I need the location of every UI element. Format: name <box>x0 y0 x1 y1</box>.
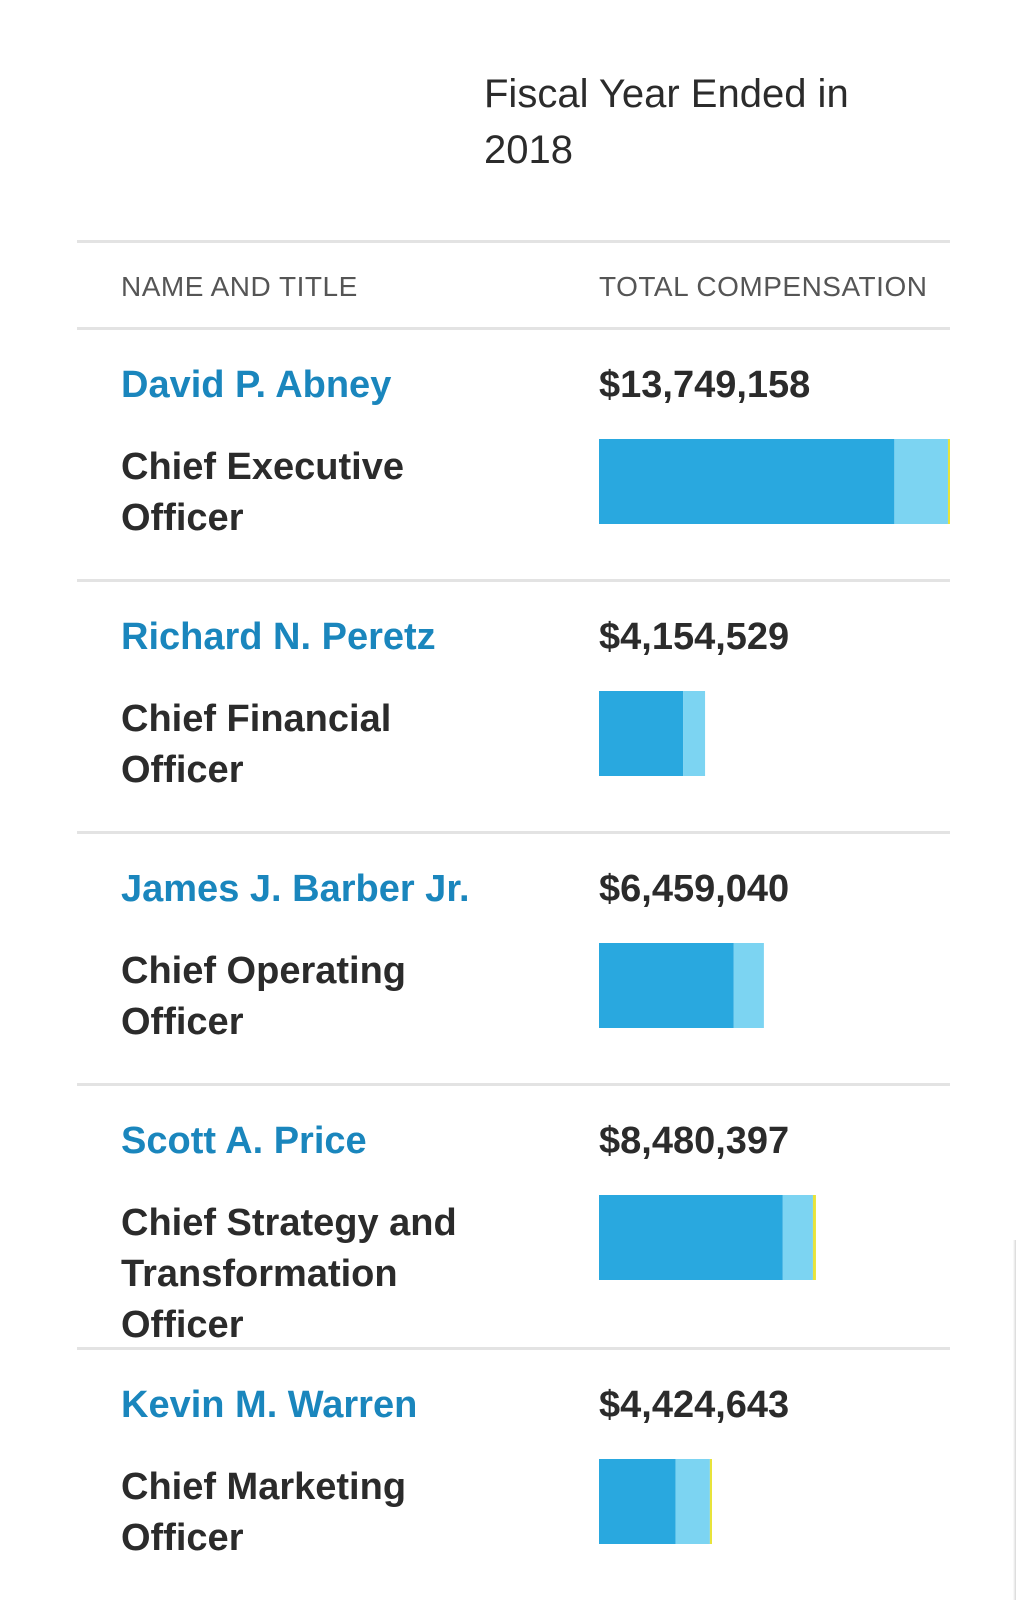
compensation-bar <box>599 1195 816 1280</box>
executive-name-link[interactable]: Richard N. Peretz <box>121 616 436 658</box>
bar-segment-secondary <box>683 691 706 776</box>
bar-segment-primary <box>599 1195 783 1280</box>
row-divider <box>77 1083 950 1086</box>
row-divider <box>77 579 950 582</box>
fiscal-year-header: Fiscal Year Ended in 2018 <box>484 72 849 172</box>
table-row: Richard N. Peretz Chief Financial Office… <box>77 582 950 831</box>
row-divider <box>77 831 950 834</box>
table-row: Scott A. Price Chief Strategy and Transf… <box>77 1086 950 1347</box>
table-row: Kevin M. Warren Chief Marketing Officer … <box>77 1350 950 1580</box>
scroll-edge-shadow <box>1013 1240 1016 1600</box>
total-compensation-value: $8,480,397 <box>599 1120 790 1162</box>
compensation-bar <box>599 439 950 524</box>
compensation-bar-svg <box>599 439 950 524</box>
bar-segment-tertiary <box>947 439 950 524</box>
total-compensation-value: $13,749,158 <box>599 364 811 406</box>
table-top-divider <box>77 240 950 243</box>
compensation-bar <box>599 1459 712 1544</box>
column-header-name-title[interactable]: NAME AND TITLE <box>121 271 358 302</box>
executive-title: Chief Financial Officer <box>121 698 392 791</box>
executive-title: Chief Strategy and Transformation Office… <box>121 1202 457 1346</box>
table-row: James J. Barber Jr. Chief Operating Offi… <box>77 834 950 1083</box>
executive-name-link[interactable]: Kevin M. Warren <box>121 1384 418 1426</box>
bar-segment-primary <box>599 943 734 1028</box>
bar-segment-tertiary <box>812 1195 816 1280</box>
table-header-divider <box>77 327 950 330</box>
bar-segment-secondary <box>782 1195 813 1280</box>
bar-segment-secondary <box>894 439 948 524</box>
bar-segment-primary <box>599 691 684 776</box>
row-divider <box>77 1347 950 1350</box>
column-header-total-compensation[interactable]: TOTAL COMPENSATION <box>599 271 928 302</box>
bar-segment-tertiary <box>709 1459 712 1544</box>
bar-segment-secondary <box>675 1459 710 1544</box>
executive-title: Chief Executive Officer <box>121 446 404 539</box>
total-compensation-value: $4,424,643 <box>599 1384 790 1426</box>
compensation-bar <box>599 691 706 776</box>
table-row: David P. Abney Chief Executive Officer $… <box>77 330 950 579</box>
bar-segment-secondary <box>733 943 764 1028</box>
executive-title: Chief Marketing Officer <box>121 1466 407 1559</box>
compensation-bar-svg <box>599 1195 816 1280</box>
executive-title: Chief Operating Officer <box>121 950 407 1043</box>
compensation-bar-svg <box>599 691 706 776</box>
compensation-bar-svg <box>599 943 764 1028</box>
compensation-bar <box>599 943 764 1028</box>
bar-segment-primary <box>599 439 895 524</box>
executive-name-link[interactable]: Scott A. Price <box>121 1120 367 1162</box>
bar-segment-primary <box>599 1459 676 1544</box>
total-compensation-value: $4,154,529 <box>599 616 790 658</box>
executive-name-link[interactable]: David P. Abney <box>121 364 392 406</box>
table-header-row: NAME AND TITLE TOTAL COMPENSATION <box>77 243 950 327</box>
compensation-bar-svg <box>599 1459 712 1544</box>
executive-name-link[interactable]: James J. Barber Jr. <box>121 868 470 910</box>
total-compensation-value: $6,459,040 <box>599 868 790 910</box>
compensation-table: NAME AND TITLE TOTAL COMPENSATION David … <box>77 240 950 1580</box>
